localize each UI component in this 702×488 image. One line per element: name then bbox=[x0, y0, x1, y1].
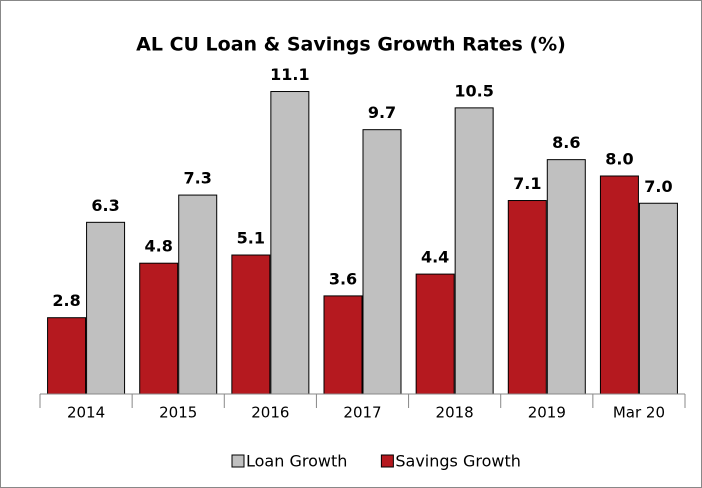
bar bbox=[270, 91, 310, 395]
bar bbox=[599, 175, 639, 395]
data-label: 9.7 bbox=[368, 103, 396, 122]
bar bbox=[231, 254, 271, 395]
data-label: 3.6 bbox=[329, 269, 357, 288]
bar bbox=[323, 295, 363, 395]
data-label: 7.0 bbox=[644, 177, 672, 196]
legend-label: Savings Growth bbox=[395, 452, 521, 471]
bar bbox=[139, 262, 179, 395]
x-tick-label: 2015 bbox=[159, 404, 197, 422]
x-tick-label: 2014 bbox=[67, 404, 105, 422]
bar bbox=[362, 129, 402, 395]
bar bbox=[507, 200, 547, 395]
bar bbox=[178, 194, 218, 395]
x-tick-label: 2018 bbox=[436, 404, 474, 422]
bar bbox=[638, 202, 678, 395]
data-label: 4.4 bbox=[421, 248, 449, 267]
x-tick-label: 2016 bbox=[251, 404, 289, 422]
data-label: 7.3 bbox=[184, 169, 212, 188]
bar bbox=[47, 317, 87, 395]
legend-swatch bbox=[231, 454, 245, 468]
data-label: 5.1 bbox=[237, 229, 265, 248]
data-label: 2.8 bbox=[52, 291, 80, 310]
data-label: 7.1 bbox=[513, 174, 541, 193]
chart-title: AL CU Loan & Savings Growth Rates (%) bbox=[136, 34, 566, 56]
bar bbox=[415, 273, 455, 395]
bar bbox=[546, 159, 586, 395]
data-label: 6.3 bbox=[91, 196, 119, 215]
bar bbox=[454, 107, 494, 395]
data-label: 10.5 bbox=[454, 81, 493, 100]
bar bbox=[86, 221, 126, 395]
data-label: 8.6 bbox=[552, 133, 580, 152]
x-tick-label: Mar 20 bbox=[613, 404, 665, 422]
legend-label: Loan Growth bbox=[246, 452, 347, 471]
x-tick-label: 2019 bbox=[528, 404, 566, 422]
data-label: 4.8 bbox=[145, 237, 173, 256]
x-tick-label: 2017 bbox=[343, 404, 381, 422]
data-label: 11.1 bbox=[270, 65, 309, 84]
legend-swatch bbox=[380, 454, 394, 468]
data-label: 8.0 bbox=[605, 150, 633, 169]
